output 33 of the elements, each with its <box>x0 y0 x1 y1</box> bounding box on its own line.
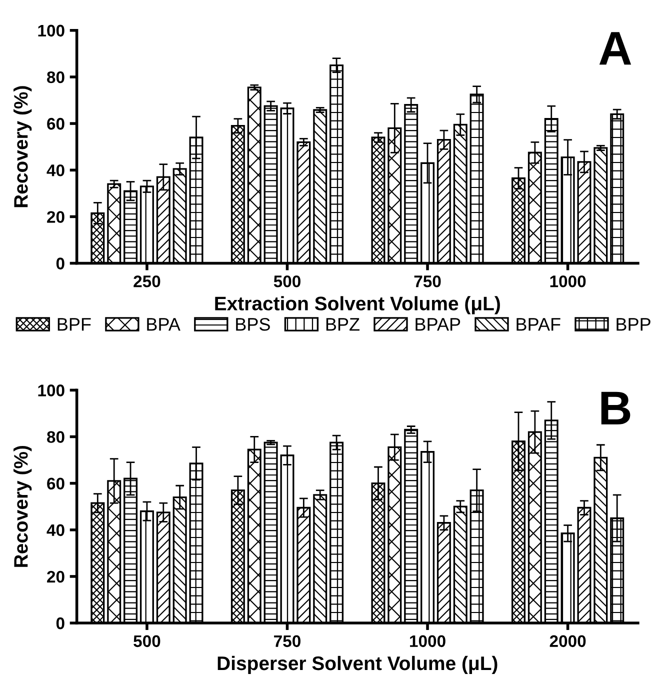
x-tick-label: 750 <box>274 635 300 648</box>
x-tick-label: 250 <box>134 275 160 288</box>
y-tick-label: 20 <box>47 211 64 223</box>
legend-label: BPP <box>616 318 650 331</box>
legend-label: BPAF <box>516 318 560 331</box>
x-tick-label: 1000 <box>550 275 586 288</box>
legend-label: BPS <box>236 318 270 331</box>
x-axis-title: Extraction Solvent Volume (μL) <box>215 296 500 314</box>
y-axis-title: Recovery (%) <box>14 86 32 208</box>
y-axis-title: Recovery (%) <box>14 446 32 567</box>
legend-label: BPZ <box>326 318 360 331</box>
y-tick-label: 100 <box>38 24 64 37</box>
y-tick-label: 60 <box>47 118 64 130</box>
legend-label: BPA <box>147 318 180 331</box>
x-tick-label: 750 <box>414 275 441 288</box>
y-tick-label: 20 <box>47 570 64 583</box>
x-tick-label: 2000 <box>550 635 586 648</box>
y-tick-label: 60 <box>47 478 64 490</box>
x-tick-label: 1000 <box>410 635 446 648</box>
legend-label: BPF <box>58 318 91 331</box>
annotation: A <box>599 32 632 65</box>
legend-label: BPAP <box>416 318 460 331</box>
y-tick-label: 80 <box>47 431 64 443</box>
x-tick-label: 500 <box>134 635 160 648</box>
y-tick-label: 0 <box>56 617 64 630</box>
y-tick-label: 100 <box>38 384 64 396</box>
x-tick-label: 500 <box>274 275 300 288</box>
y-tick-label: 80 <box>47 71 64 84</box>
y-tick-label: 0 <box>56 258 64 270</box>
annotation: B <box>601 392 630 424</box>
y-tick-label: 40 <box>46 164 64 176</box>
y-tick-label: 40 <box>46 524 64 536</box>
x-axis-title: Disperser Solvent Volume (μL) <box>218 656 498 674</box>
